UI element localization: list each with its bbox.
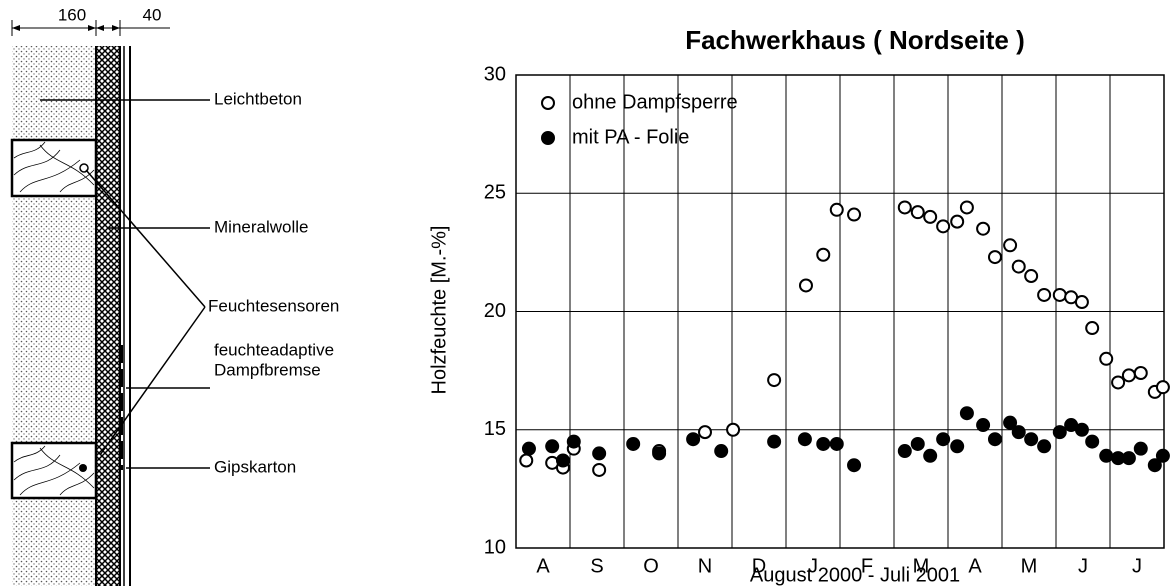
- diagram-label: Gipskarton: [214, 457, 296, 476]
- x-tick-label: M: [913, 555, 930, 577]
- point: [910, 205, 925, 220]
- point: [1147, 458, 1162, 473]
- y-tick-label: 25: [484, 182, 506, 204]
- point: [519, 453, 534, 468]
- point: [987, 250, 1002, 265]
- point: [923, 448, 938, 463]
- point: [923, 209, 938, 224]
- point: [698, 425, 712, 440]
- point: [1024, 432, 1039, 447]
- point: [976, 221, 991, 236]
- diagram-label: Mineralwolle: [214, 217, 308, 236]
- point: [1011, 425, 1026, 440]
- point: [987, 432, 1002, 447]
- point: [897, 200, 912, 215]
- point: [797, 432, 812, 447]
- point: [1121, 368, 1136, 383]
- chart-title: Fachwerkhaus ( Nordseite ): [685, 25, 1025, 55]
- point: [829, 202, 844, 217]
- diagram-label: feuchteadaptive: [214, 340, 334, 359]
- point: [1133, 441, 1148, 456]
- x-tick-label: J: [808, 555, 818, 577]
- point: [626, 436, 641, 451]
- dimension-label: 40: [143, 5, 162, 24]
- point: [1037, 287, 1052, 302]
- point: [1085, 434, 1100, 449]
- point: [592, 462, 607, 477]
- point: [936, 432, 951, 447]
- point: [1085, 321, 1100, 336]
- point: [1037, 439, 1052, 454]
- point: [592, 446, 607, 461]
- point: [1111, 375, 1126, 390]
- point: [1003, 415, 1018, 430]
- legend-label: mit PA - Folie: [572, 126, 689, 148]
- point: [686, 432, 701, 447]
- x-tick-label: D: [752, 555, 766, 577]
- x-axis-label: August 2000 - Juli 2001: [750, 564, 960, 586]
- y-tick-label: 20: [484, 300, 506, 322]
- point: [829, 436, 844, 451]
- y-tick-label: 10: [484, 536, 506, 558]
- point: [1052, 425, 1067, 440]
- point: [950, 439, 965, 454]
- point: [976, 418, 991, 433]
- x-tick-label: F: [861, 555, 873, 577]
- point: [1024, 269, 1039, 284]
- point: [959, 406, 974, 421]
- diagram-label: Feuchtesensoren: [208, 296, 339, 315]
- point: [1003, 238, 1018, 253]
- y-axis-label: Holzfeuchte [M.-%]: [428, 226, 450, 395]
- x-tick-label: O: [643, 555, 659, 577]
- x-tick-label: N: [698, 555, 712, 577]
- point: [1074, 422, 1089, 437]
- point: [798, 278, 813, 293]
- point: [1099, 448, 1114, 463]
- point: [897, 444, 912, 459]
- point: [767, 373, 782, 388]
- point: [545, 439, 560, 454]
- point: [959, 200, 974, 215]
- x-tick-label: A: [968, 555, 982, 577]
- point: [555, 453, 570, 468]
- x-tick-label: J: [1132, 555, 1142, 577]
- x-tick-label: M: [1021, 555, 1038, 577]
- point: [1155, 448, 1170, 463]
- point: [521, 441, 536, 456]
- dimension-label: 160: [58, 5, 86, 24]
- point: [1155, 380, 1170, 395]
- point: [1052, 287, 1067, 302]
- point: [767, 434, 782, 449]
- point: [652, 446, 667, 461]
- x-tick-label: J: [1078, 555, 1088, 577]
- y-tick-label: 15: [484, 418, 506, 440]
- point: [816, 247, 831, 262]
- point: [847, 458, 862, 473]
- legend-marker: [541, 96, 555, 110]
- point: [726, 422, 741, 437]
- y-tick-label: 30: [484, 63, 506, 85]
- point: [1121, 451, 1136, 466]
- point: [847, 207, 862, 222]
- x-tick-label: A: [536, 555, 550, 577]
- legend-label: ohne Dampfsperre: [572, 91, 738, 113]
- point: [950, 214, 965, 229]
- x-tick-label: S: [590, 555, 603, 577]
- point: [1074, 295, 1089, 310]
- plot-frame: [515, 74, 1165, 549]
- point: [816, 436, 831, 451]
- point: [714, 444, 729, 459]
- point: [910, 436, 925, 451]
- diagram-label: Dampfbremse: [214, 360, 321, 379]
- wall-section: 160 40 Leichtbeton Mineralwolle Feuchte: [10, 5, 339, 586]
- point: [566, 434, 581, 449]
- point: [1099, 351, 1114, 366]
- legend-marker: [541, 131, 555, 145]
- diagram-label: Leichtbeton: [214, 89, 302, 108]
- point: [1011, 259, 1026, 274]
- point: [936, 219, 951, 234]
- point: [1133, 365, 1148, 380]
